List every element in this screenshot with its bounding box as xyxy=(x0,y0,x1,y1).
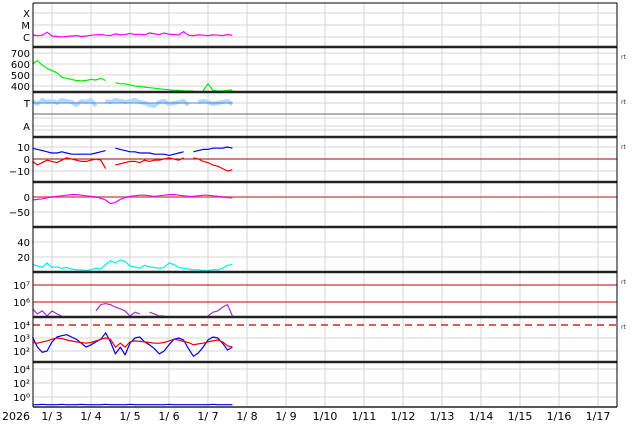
x-tick-label: 1/13 xyxy=(430,410,455,423)
series-line xyxy=(32,194,233,205)
x-tick-label: 1/10 xyxy=(313,410,338,423)
y-tick-label: 400 xyxy=(11,82,30,93)
y-tick-label: −50 xyxy=(9,208,30,219)
series-line xyxy=(31,98,98,108)
x-tick-label: 1/ 4 xyxy=(80,410,101,423)
y-tick-label: 10⁷ xyxy=(13,281,30,292)
y-tick-label: 700 xyxy=(11,49,30,60)
y-tick-label: 10⁰ xyxy=(13,393,30,404)
y-tick-label: 10³ xyxy=(13,334,30,345)
y-tick-label: 0 xyxy=(24,193,30,204)
status-label: rt xyxy=(621,144,626,151)
y-tick-label: 10⁶ xyxy=(13,298,30,309)
status-label: rt xyxy=(621,99,626,106)
x-tick-label: 1/ 5 xyxy=(119,410,140,423)
series-line xyxy=(115,82,194,92)
x-tick-label: 1/ 3 xyxy=(41,410,62,423)
y-tick-label: 600 xyxy=(11,60,30,71)
x-tick-label: 2026 xyxy=(2,410,30,423)
y-tick-label: 40 xyxy=(17,238,30,249)
series-line xyxy=(32,31,233,38)
series-line xyxy=(32,147,106,155)
y-tick-label: M xyxy=(21,21,30,32)
series-line xyxy=(32,157,107,169)
series-line xyxy=(32,308,63,317)
series-line xyxy=(115,157,184,166)
series-line xyxy=(193,157,233,172)
y-tick-label: 10² xyxy=(13,347,30,358)
y-tick-label: 10⁴ xyxy=(13,321,30,332)
y-tick-label: 10⁴ xyxy=(13,365,30,376)
x-tick-label: 1/15 xyxy=(508,410,533,423)
series-line xyxy=(32,60,106,82)
x-tick-label: 1/14 xyxy=(469,410,494,423)
x-tick-label: 1/ 7 xyxy=(197,410,218,423)
status-label: rt xyxy=(621,54,626,61)
y-tick-label: T xyxy=(23,99,31,110)
series-line xyxy=(207,304,233,317)
y-tick-label: 10 xyxy=(17,143,30,154)
panel-proton-flux: 10⁴ 10³ 10² rt xyxy=(13,315,626,358)
y-tick-label: 0 xyxy=(24,155,30,166)
y-tick-label: 500 xyxy=(11,71,30,82)
x-tick-label: 1/11 xyxy=(352,410,377,423)
x-tick-label: 1/ 9 xyxy=(275,410,296,423)
status-label: rt xyxy=(621,279,626,286)
series-line xyxy=(31,332,233,357)
x-tick-label: 1/17 xyxy=(586,410,611,423)
panel-xray: XMC xyxy=(21,2,617,44)
panel-dst: 0−50 xyxy=(9,180,617,219)
panel-imf: 100−10 rt xyxy=(9,135,626,178)
x-tick-label: 1/ 8 xyxy=(236,410,257,423)
series-line xyxy=(149,311,165,317)
x-tick-label: 1/16 xyxy=(547,410,572,423)
series-line xyxy=(115,147,184,156)
y-tick-label: C xyxy=(23,33,30,44)
series-line xyxy=(193,146,233,153)
y-tick-label: −10 xyxy=(9,167,30,178)
series-line xyxy=(32,337,233,348)
panel-high-energy: 10⁴ 10² 10⁰ xyxy=(13,360,617,406)
status-label: rt xyxy=(621,324,626,331)
x-tick-label: 1/ 6 xyxy=(158,410,179,423)
panel-electron-flux: 10⁷ 10⁶ rt xyxy=(13,270,626,317)
panel-mag-angle: T Art xyxy=(23,90,626,133)
y-tick-label: 20 xyxy=(17,253,30,264)
y-tick-label: A xyxy=(23,122,30,133)
series-line xyxy=(202,83,233,92)
y-tick-label: X xyxy=(23,9,30,20)
x-tick-label: 1/12 xyxy=(391,410,416,423)
series-line xyxy=(95,303,140,317)
y-tick-label: 10² xyxy=(13,379,30,390)
series-line xyxy=(32,259,233,272)
